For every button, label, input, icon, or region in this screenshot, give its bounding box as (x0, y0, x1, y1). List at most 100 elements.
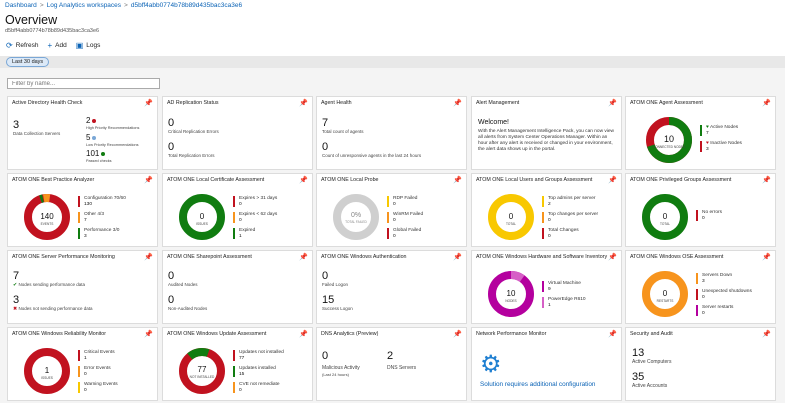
page-title: Overview (5, 13, 58, 27)
tile-local-probe[interactable]: ATOM ONE Local Probe 📌 0% TOTAL FAILED R… (316, 173, 467, 247)
pin-icon[interactable]: 📌 (762, 331, 771, 338)
tile-windows-authentication[interactable]: ATOM ONE Windows Authentication 📌 0 Fail… (316, 250, 467, 324)
tile-privileged-groups[interactable]: ATOM ONE Privileged Groups Assessment 📌 … (625, 173, 776, 247)
pin-icon[interactable]: 📌 (299, 177, 308, 184)
pin-icon[interactable]: 📌 (608, 331, 617, 338)
tile-agent-health[interactable]: Agent Health 📌 7 Total count of agents 0… (316, 96, 467, 170)
pin-icon[interactable]: 📌 (144, 254, 153, 261)
tile-sharepoint[interactable]: ATOM ONE Sharepoint Assessment 📌 0 Audit… (162, 250, 313, 324)
passed-checks-count: 101 (86, 149, 106, 158)
breadcrumb-workspace[interactable]: d5bff4abb0774b78b89d435bac3ca3e6 (130, 2, 243, 9)
data-collection-servers-label: Data Collection Servers (13, 131, 61, 136)
pin-icon[interactable]: 📌 (144, 100, 153, 107)
dns-servers-label: DNS Servers (387, 365, 417, 371)
tile-windows-update[interactable]: ATOM ONE Windows Update Assessment 📌 77 … (162, 327, 313, 401)
pin-icon[interactable]: 📌 (299, 254, 308, 261)
failed-logon-label: Failed Logon (322, 282, 349, 287)
legend-inactive-nodes: ♥ Inactive Nodes 3 (700, 141, 742, 152)
refresh-button[interactable]: ⟳ Refresh (6, 41, 38, 50)
donut-center-label: ISSUES (196, 222, 208, 226)
tile-title: Agent Health (321, 100, 352, 106)
tile-ad-replication[interactable]: AD Replication Status 📌 0 Critical Repli… (162, 96, 313, 170)
donut-center-value: 0 (663, 212, 668, 221)
legend-critical-events: Critical Events 1 (78, 350, 115, 361)
tile-title: Alert Management (476, 100, 520, 106)
donut-center-label: TOTAL (506, 222, 516, 226)
gear-icon: ⚙ (480, 351, 502, 378)
tile-network-performance[interactable]: Network Performance Monitor 📌 ⚙ Solution… (471, 327, 622, 401)
tile-ad-health-check[interactable]: Active Directory Health Check 📌 3 Data C… (7, 96, 158, 170)
pin-icon[interactable]: 📌 (453, 100, 462, 107)
tile-windows-os-assessment[interactable]: ATOM ONE Windows OSE Assessment 📌 0 REST… (625, 250, 776, 324)
pin-icon[interactable]: 📌 (299, 100, 308, 107)
audited-nodes-label: Audited Nodes (168, 282, 198, 287)
pin-icon[interactable]: 📌 (762, 177, 771, 184)
legend-unexpected-shutdowns: Unexpected shutdowns 0 (696, 289, 752, 300)
filter-input[interactable] (7, 78, 160, 89)
donut-center-label: ISSUES (41, 376, 53, 380)
donut-center-value: 1 (45, 366, 50, 375)
configuration-link[interactable]: Solution requires additional configurati… (480, 381, 596, 388)
legend-winrm-failed: WinRM Failed 0 (387, 212, 423, 223)
tile-server-performance[interactable]: ATOM ONE Server Performance Monitoring 📌… (7, 250, 158, 324)
malicious-activity-count: 0 (322, 350, 329, 362)
pin-icon[interactable]: 📌 (144, 177, 153, 184)
pin-icon[interactable]: 📌 (762, 254, 771, 261)
tile-local-users-groups[interactable]: ATOM ONE Local Users and Groups Assessme… (471, 173, 622, 247)
data-collection-servers-count: 3 (13, 119, 20, 131)
pin-icon[interactable]: 📌 (453, 331, 462, 338)
tile-local-certificate[interactable]: ATOM ONE Local Certificate Assessment 📌 … (162, 173, 313, 247)
tile-reliability-monitor[interactable]: ATOM ONE Windows Reliability Monitor 📌 1… (7, 327, 158, 401)
pin-icon[interactable]: 📌 (453, 254, 462, 261)
tile-title: ATOM ONE Local Users and Groups Assessme… (476, 177, 593, 183)
tile-hardware-software-inventory[interactable]: ATOM ONE Windows Hardware and Software I… (471, 250, 622, 324)
add-button[interactable]: + Add (47, 41, 66, 50)
update-donut-chart: 77 NOT INSTALLED (179, 348, 225, 394)
tile-security-audit[interactable]: Security and Audit 📌 13 Active Computers… (625, 327, 776, 401)
audited-nodes-count: 0 (168, 270, 175, 282)
breadcrumb-dashboard[interactable]: Dashboard (5, 2, 37, 9)
tile-agent-assessment[interactable]: ATOM ONE Agent Assessment 📌 10 CONNECTED… (625, 96, 776, 170)
legend-rdp-failed: RDP Failed 0 (387, 196, 417, 207)
red-dot-icon (92, 119, 97, 123)
donut-center-value: 10 (664, 134, 674, 144)
pin-icon[interactable]: 📌 (608, 100, 617, 107)
refresh-label: Refresh (15, 42, 39, 49)
tile-title: Active Directory Health Check (12, 100, 83, 106)
donut-center-value: 77 (198, 365, 207, 374)
tile-alert-management[interactable]: Alert Management 📌 Welcome! With the Ale… (471, 96, 622, 170)
logs-button[interactable]: ▣ Logs (76, 41, 101, 50)
success-logon-label: Success Logon (322, 306, 353, 311)
legend-expired: Expired 1 (233, 228, 255, 239)
legend-top-admins: Top admins per server 2 (542, 196, 595, 207)
best-practice-donut-chart: 140 EVENTS (24, 194, 70, 240)
low-priority-label: Low Priority Recommendations (86, 143, 139, 147)
cross-icon: ✖ (13, 306, 18, 312)
tile-title: ATOM ONE Privileged Groups Assessment (630, 177, 732, 183)
time-range-pill[interactable]: Last 30 days (6, 57, 50, 67)
pin-icon[interactable]: 📌 (144, 331, 153, 338)
pin-icon[interactable]: 📌 (608, 177, 617, 184)
total-agents-label: Total count of agents (322, 129, 364, 134)
agent-donut-chart: 10 CONNECTED NODES (646, 117, 692, 163)
logs-icon: ▣ (75, 41, 84, 50)
malicious-activity-label: Malicious Activity (322, 365, 360, 371)
dns-servers-count: 2 (387, 350, 394, 362)
heart-icon: ♥ (706, 141, 709, 146)
pin-icon[interactable]: 📌 (608, 254, 617, 261)
tile-dns-analytics[interactable]: DNS Analytics (Preview) 📌 0 Malicious Ac… (316, 327, 467, 401)
critical-errors-count: 0 (168, 117, 175, 129)
pin-icon[interactable]: 📌 (762, 100, 771, 107)
welcome-heading: Welcome! (478, 119, 509, 126)
active-accounts-label: Active Accounts (632, 383, 668, 389)
failed-logon-count: 0 (322, 270, 329, 282)
donut-ring (642, 271, 688, 317)
breadcrumb-workspaces[interactable]: Log Analytics workspaces (46, 2, 122, 9)
pin-icon[interactable]: 📌 (453, 177, 462, 184)
legend-warning-events: Warning Events 0 (78, 382, 118, 393)
legend-other: Other 4/3 7 (78, 212, 104, 223)
add-label: Add (55, 42, 67, 49)
tile-best-practice[interactable]: ATOM ONE Best Practice Analyzer 📌 140 EV… (7, 173, 158, 247)
pin-icon[interactable]: 📌 (299, 331, 308, 338)
passed-checks-label: Passed checks (86, 159, 112, 163)
